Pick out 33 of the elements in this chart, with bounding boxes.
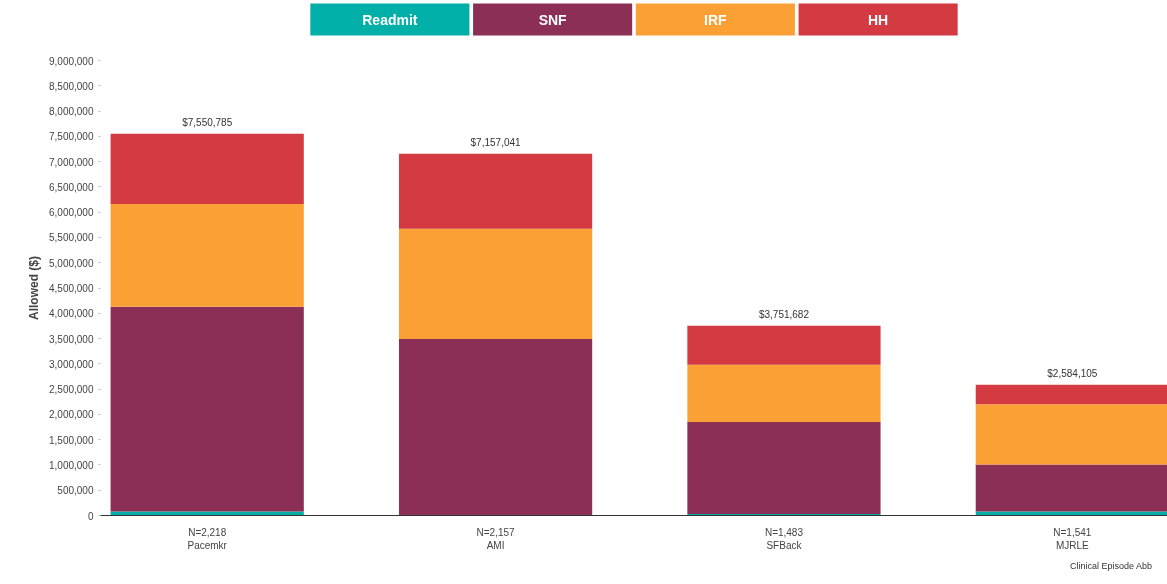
x-tick-label: N=1,483 SFBack — [764, 526, 804, 551]
text: IRF — [704, 11, 728, 28]
y-tick-label: 4,000,000 — [49, 308, 94, 320]
y-tick-label: 5,500,000 — [49, 232, 94, 244]
x-tick-label: N=2,218 Pacemkr — [187, 526, 228, 551]
y-tick-label: 7,000,000 — [49, 156, 94, 168]
y-tick-label: 3,500,000 — [49, 333, 94, 345]
y-tick-label: 8,500,000 — [49, 80, 94, 92]
total-label: $7,550,785 — [182, 116, 233, 128]
y-tick-label: 7,500,000 — [49, 131, 94, 143]
y-tick-label: 5,000,000 — [49, 257, 94, 269]
y-tick-label: 9,000,000 — [49, 55, 94, 67]
y-tick-label: 2,000,000 — [49, 409, 94, 421]
y-tick-label: 3,000,000 — [49, 358, 94, 370]
y-tick-label: 8,000,000 — [49, 106, 94, 118]
y-tick-label: 6,000,000 — [49, 207, 94, 219]
y-tick-label: 1,000,000 — [49, 459, 94, 471]
text: SNF — [538, 11, 568, 28]
y-tick-label: 1,500,000 — [49, 434, 94, 446]
y-tick-label: 0 — [87, 510, 94, 522]
text: HH — [868, 11, 889, 28]
y-axis-title: Allowed ($) — [27, 255, 42, 320]
text: Readmit — [362, 11, 418, 28]
total-label: $3,751,682 — [758, 308, 810, 320]
x-tick-label: N=1,541 MJRLE — [1053, 526, 1092, 551]
total-label: $2,584,105 — [1047, 367, 1098, 379]
y-tick-label: 2,500,000 — [49, 384, 94, 396]
x-tick-label: N=2,157 AMI — [476, 526, 516, 551]
x-axis-title: Clinical Episode Abb — [1069, 560, 1152, 573]
total-label: $7,157,041 — [470, 136, 522, 148]
y-tick-label: 6,500,000 — [49, 181, 94, 193]
y-tick-label: 500,000 — [57, 485, 94, 497]
y-tick-label: 4,500,000 — [49, 283, 94, 294]
